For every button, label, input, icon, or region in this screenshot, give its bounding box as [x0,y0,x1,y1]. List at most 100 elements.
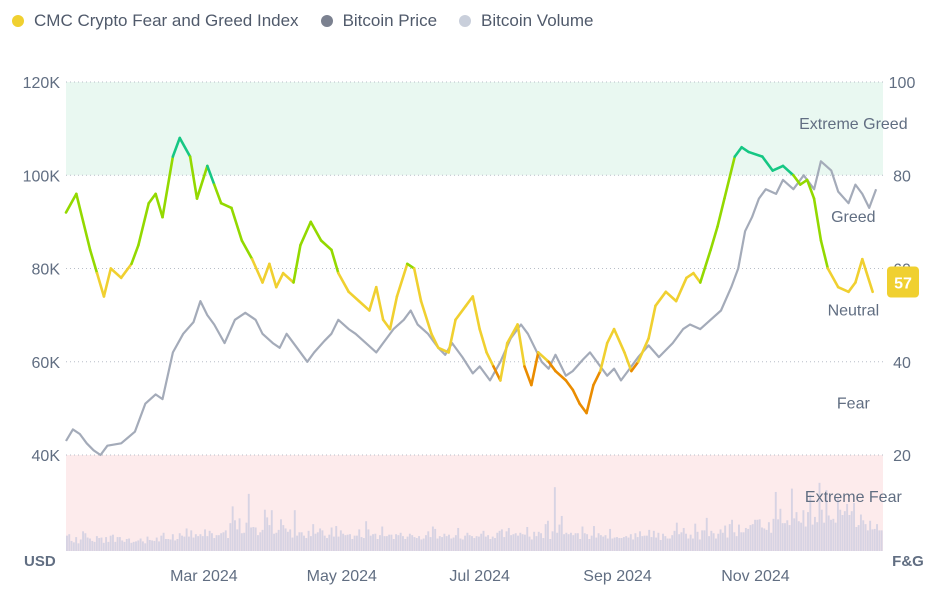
volume-bar [316,532,319,551]
volume-bar [102,542,105,551]
volume-bar [793,518,796,551]
volume-bar [91,540,94,551]
volume-bar [873,528,876,551]
volume-bar [804,526,807,551]
legend-label-bitcoin-price: Bitcoin Price [342,11,438,30]
fear-greed-segment [447,318,457,354]
volume-bar [178,533,181,551]
volume-bar [79,539,82,551]
volume-bar [567,534,570,551]
right-axis-tick: 20 [893,448,911,465]
volume-bar [75,537,78,551]
volume-bar [328,534,331,551]
zone-label-neutral: Neutral [828,302,880,319]
volume-bar [846,503,849,551]
volume-bar [512,534,515,551]
volume-bar [153,540,156,551]
volume-bar [560,515,563,551]
fear-greed-segment [571,388,581,406]
volume-bar [777,519,780,551]
fear-greed-segment [599,341,609,373]
volume-bar [714,538,717,551]
volume-bar [866,530,869,551]
volume-bar [121,540,124,551]
volume-bar [570,532,572,551]
legend-item-bitcoin-price[interactable]: Bitcoin Price [320,11,438,31]
fear-greed-segment [309,220,323,242]
legend-item-fear-greed[interactable]: CMC Crypto Fear and Greed Index [12,11,299,31]
fear-greed-segment [564,379,575,392]
volume-bar [643,535,646,551]
volume-bar [726,537,729,551]
volume-bar [404,539,407,551]
volume-bar [332,536,335,551]
fear-greed-segment [536,351,550,364]
volume-bar [641,536,644,551]
volume-bar [151,540,154,551]
volume-bar [443,533,446,551]
volume-bar [452,537,455,551]
volume-bar [498,530,501,551]
volume-bar [408,533,411,551]
volume-bar [627,537,630,551]
volume-bar [335,526,338,551]
volume-bar [650,537,653,551]
volume-bar [871,529,874,551]
fear-greed-segment [698,248,712,284]
volume-bar [441,537,444,551]
fear-greed-segment [178,136,192,158]
volume-bar [712,533,715,551]
fear-greed-segment [836,285,850,294]
volume-bar [418,536,421,551]
volume-bar [339,530,342,551]
volume-bar [266,517,269,551]
volume-bar [733,532,736,551]
volume-bar [820,509,823,551]
volume-bar [137,540,140,551]
fear-greed-segment [464,295,475,308]
fear-greed-segment [747,150,764,158]
volume-bar [425,535,427,551]
volume-bar [201,536,204,551]
volume-bar [625,536,628,551]
volume-bar [756,519,759,551]
volume-bar [448,534,450,551]
volume-bar [215,535,218,551]
volume-bar [786,520,789,551]
volume-bar [378,535,381,551]
fear-greed-segment [95,271,106,298]
volume-bar [636,537,639,551]
zone-label-greed: Greed [831,209,875,226]
volume-bar [813,516,816,551]
volume-bar [703,530,706,551]
volume-bar [839,509,842,551]
volume-bar [517,535,519,551]
legend-label-fear-greed: CMC Crypto Fear and Greed Index [34,11,299,30]
volume-bar [349,534,351,551]
volume-bar [84,533,87,551]
volume-bar [411,535,414,551]
fear-greed-segment [578,402,588,415]
volume-bar [747,528,750,551]
volume-bar [351,539,354,551]
volume-bar [510,535,513,551]
volume-bar [158,541,160,551]
volume-bar [141,541,144,551]
volume-bar [618,538,621,551]
volume-bar [238,518,241,551]
volume-bar [546,520,549,551]
legend-item-bitcoin-volume[interactable]: Bitcoin Volume [459,11,594,31]
volume-bar [402,536,404,551]
extreme-greed-band [66,82,883,176]
volume-bar [514,533,517,551]
volume-bar [132,541,135,551]
volume-bar [586,534,589,551]
volume-bar [390,534,393,551]
volume-bar [523,534,526,551]
fear-greed-segment [847,281,857,294]
volume-bar [326,538,328,551]
volume-bar [597,533,600,551]
volume-bar [222,532,225,551]
fear-greed-segment [388,295,399,331]
